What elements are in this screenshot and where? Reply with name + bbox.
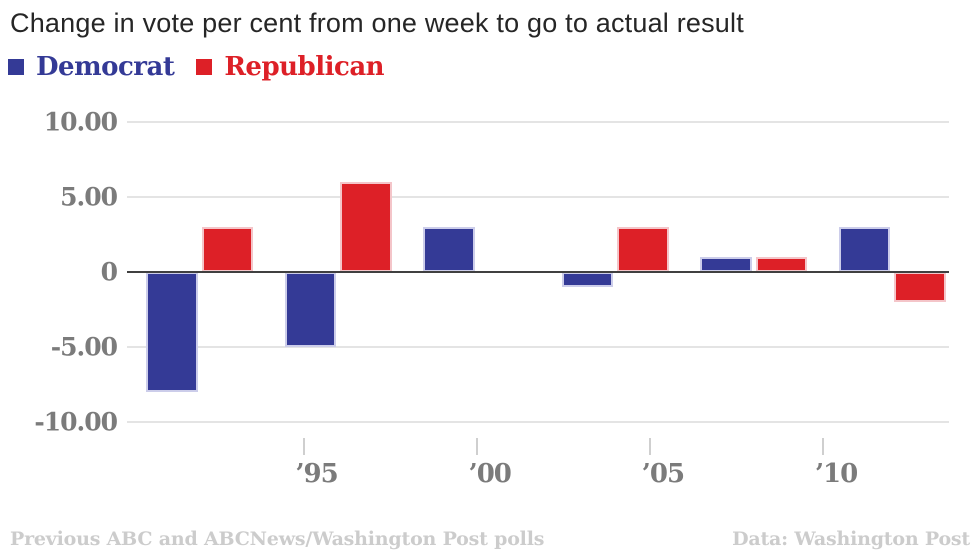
- gridline--10: [127, 420, 949, 423]
- gridline--5: [127, 345, 949, 348]
- x-axis-tick: [821, 438, 824, 455]
- zero-axis-line: [127, 270, 949, 273]
- bar-republican-2004: [617, 226, 669, 272]
- bar-republican-2008: [755, 256, 808, 272]
- democrat-legend-label: Democrat: [36, 52, 175, 82]
- bar-democrat-2008: [700, 256, 752, 272]
- x-axis-tick: [648, 438, 651, 455]
- legend-item-republican: Republican: [196, 52, 385, 82]
- legend: Democrat Republican: [8, 52, 385, 82]
- x-axis-label: ’00: [468, 459, 512, 489]
- footer: Previous ABC and ABCNews/Washington Post…: [10, 528, 970, 550]
- footer-source-note: Previous ABC and ABCNews/Washington Post…: [10, 528, 545, 550]
- footer-data-credit: Data: Washington Post: [732, 528, 970, 550]
- y-axis-label: -5.00: [50, 332, 118, 362]
- gridline-10: [127, 120, 949, 123]
- x-axis-label: ’95: [295, 459, 339, 489]
- y-axis-label: 5.00: [60, 182, 118, 212]
- x-axis-tick: [302, 438, 305, 455]
- democrat-swatch-icon: [8, 59, 24, 75]
- bar-democrat-2000: [423, 226, 475, 272]
- republican-legend-label: Republican: [224, 52, 385, 82]
- bar-democrat-1996: [284, 271, 337, 347]
- bar-republican-2012: [894, 271, 946, 302]
- bar-democrat-2012: [838, 226, 891, 272]
- y-axis-label: -10.00: [34, 407, 118, 437]
- chart-title: Change in vote per cent from one week to…: [10, 8, 744, 38]
- x-axis-label: ’05: [641, 459, 685, 489]
- republican-swatch-icon: [196, 59, 213, 75]
- bar-democrat-1992: [146, 271, 198, 392]
- legend-item-democrat: Democrat: [8, 52, 175, 82]
- x-axis-label: ’10: [814, 459, 858, 489]
- y-axis-label: 0: [100, 257, 118, 287]
- bar-democrat-2004: [561, 271, 614, 287]
- bar-republican-1996: [340, 181, 392, 272]
- gridline-5: [127, 195, 949, 198]
- y-axis-label: 10.00: [43, 107, 118, 137]
- bar-republican-1992: [201, 226, 254, 272]
- x-axis-tick: [475, 438, 478, 455]
